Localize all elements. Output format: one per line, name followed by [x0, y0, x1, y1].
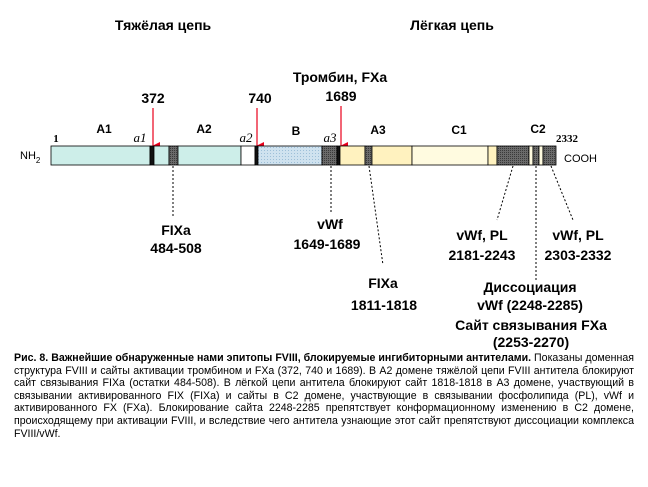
heavy-chain-header: Тяжёлая цепь	[115, 17, 212, 33]
segment-a1	[50, 145, 151, 166]
acidic-a3-label: a3	[324, 130, 338, 145]
segment-a1-a2-gap	[153, 145, 170, 166]
domain-a2-label: A2	[196, 122, 212, 136]
site-740-label: 740	[248, 90, 272, 106]
figure-caption: Рис. 8. Важнейшие обнаруженные нами эпит…	[14, 352, 634, 440]
segment-dissociation-epitope	[532, 145, 540, 166]
domain-c2-label: C2	[530, 122, 546, 136]
segment-a2	[177, 145, 242, 166]
segment-372-marker	[149, 145, 155, 166]
segment-c2-mid	[538, 145, 544, 166]
epitope-vwf-pl-1-name: vWf, PL	[456, 227, 508, 243]
epitope-fixa-a2-name: FIXa	[161, 222, 191, 238]
c-terminus-label: COOH	[564, 153, 597, 165]
segment-vwf-pl-epitope-1	[496, 145, 530, 166]
domain-bar	[50, 145, 557, 166]
n-terminus-label: NH2	[20, 150, 41, 165]
end-residue-label: 2332	[556, 133, 579, 145]
dissociation-label-1: Диссоциация	[483, 279, 576, 295]
acidic-a1-label: a1	[134, 130, 147, 145]
light-chain-header: Лёгкая цепь	[410, 17, 494, 33]
site-372-label: 372	[141, 90, 165, 106]
fviii-domain-diagram: Тяжёлая цепь Лёгкая цепь Тромбин, FXa 37…	[20, 17, 612, 350]
dissociation-label-2: vWf (2248-2285)	[477, 297, 583, 313]
fxa-binding-site-label: Сайт связывания FXa	[455, 317, 607, 333]
site-1689-label: 1689	[325, 88, 356, 104]
segment-b	[257, 145, 323, 166]
segment-a3-right	[371, 145, 413, 166]
epitope-vwf-a3-range: 1649-1689	[294, 236, 361, 252]
leader-vwf-pl-1	[496, 165, 514, 221]
leader-fixa-a3	[368, 165, 384, 266]
fxa-binding-site-range: (2253-2270)	[493, 334, 569, 350]
segment-740-marker	[254, 145, 259, 166]
epitope-vwf-pl-2-range: 2303-2332	[545, 247, 612, 263]
segment-vwf-pl-epitope-2	[542, 145, 557, 166]
caption-title: Рис. 8. Важнейшие обнаруженные нами эпит…	[14, 352, 532, 364]
leader-vwf-pl-2	[550, 165, 574, 221]
acidic-a2-label: a2	[240, 130, 254, 145]
segment-c1-c2-gap	[487, 145, 498, 166]
domain-a3-label: A3	[370, 123, 386, 137]
epitope-fixa-a3-range: 1811-1818	[351, 297, 417, 313]
domain-c1-label: C1	[451, 123, 467, 137]
domain-a1-label: A1	[96, 122, 112, 136]
segment-vwf-epitope	[321, 145, 338, 166]
caption-body: Показаны доменная структура FVIII и сайт…	[14, 352, 634, 440]
segment-fixa-epitope	[168, 145, 179, 166]
segment-fixa-a3-epitope	[364, 145, 373, 166]
segment-dissociation-site	[528, 145, 534, 166]
start-residue-label: 1	[53, 133, 59, 145]
epitope-vwf-a3-name: vWf	[317, 216, 343, 232]
epitope-vwf-pl-2-name: vWf, PL	[552, 227, 604, 243]
segment-a3-left	[339, 145, 366, 166]
epitope-vwf-pl-1-range: 2181-2243	[449, 247, 516, 263]
thrombin-fxa-label: Тромбин, FXa	[293, 69, 387, 85]
segment-a2-acidic	[240, 145, 256, 166]
segment-c1	[411, 145, 489, 166]
epitope-fixa-a2-range: 484-508	[150, 240, 202, 256]
domain-b-label: B	[292, 124, 301, 138]
segment-1689-marker	[336, 145, 341, 166]
epitope-fixa-a3-name: FIXa	[368, 275, 398, 291]
